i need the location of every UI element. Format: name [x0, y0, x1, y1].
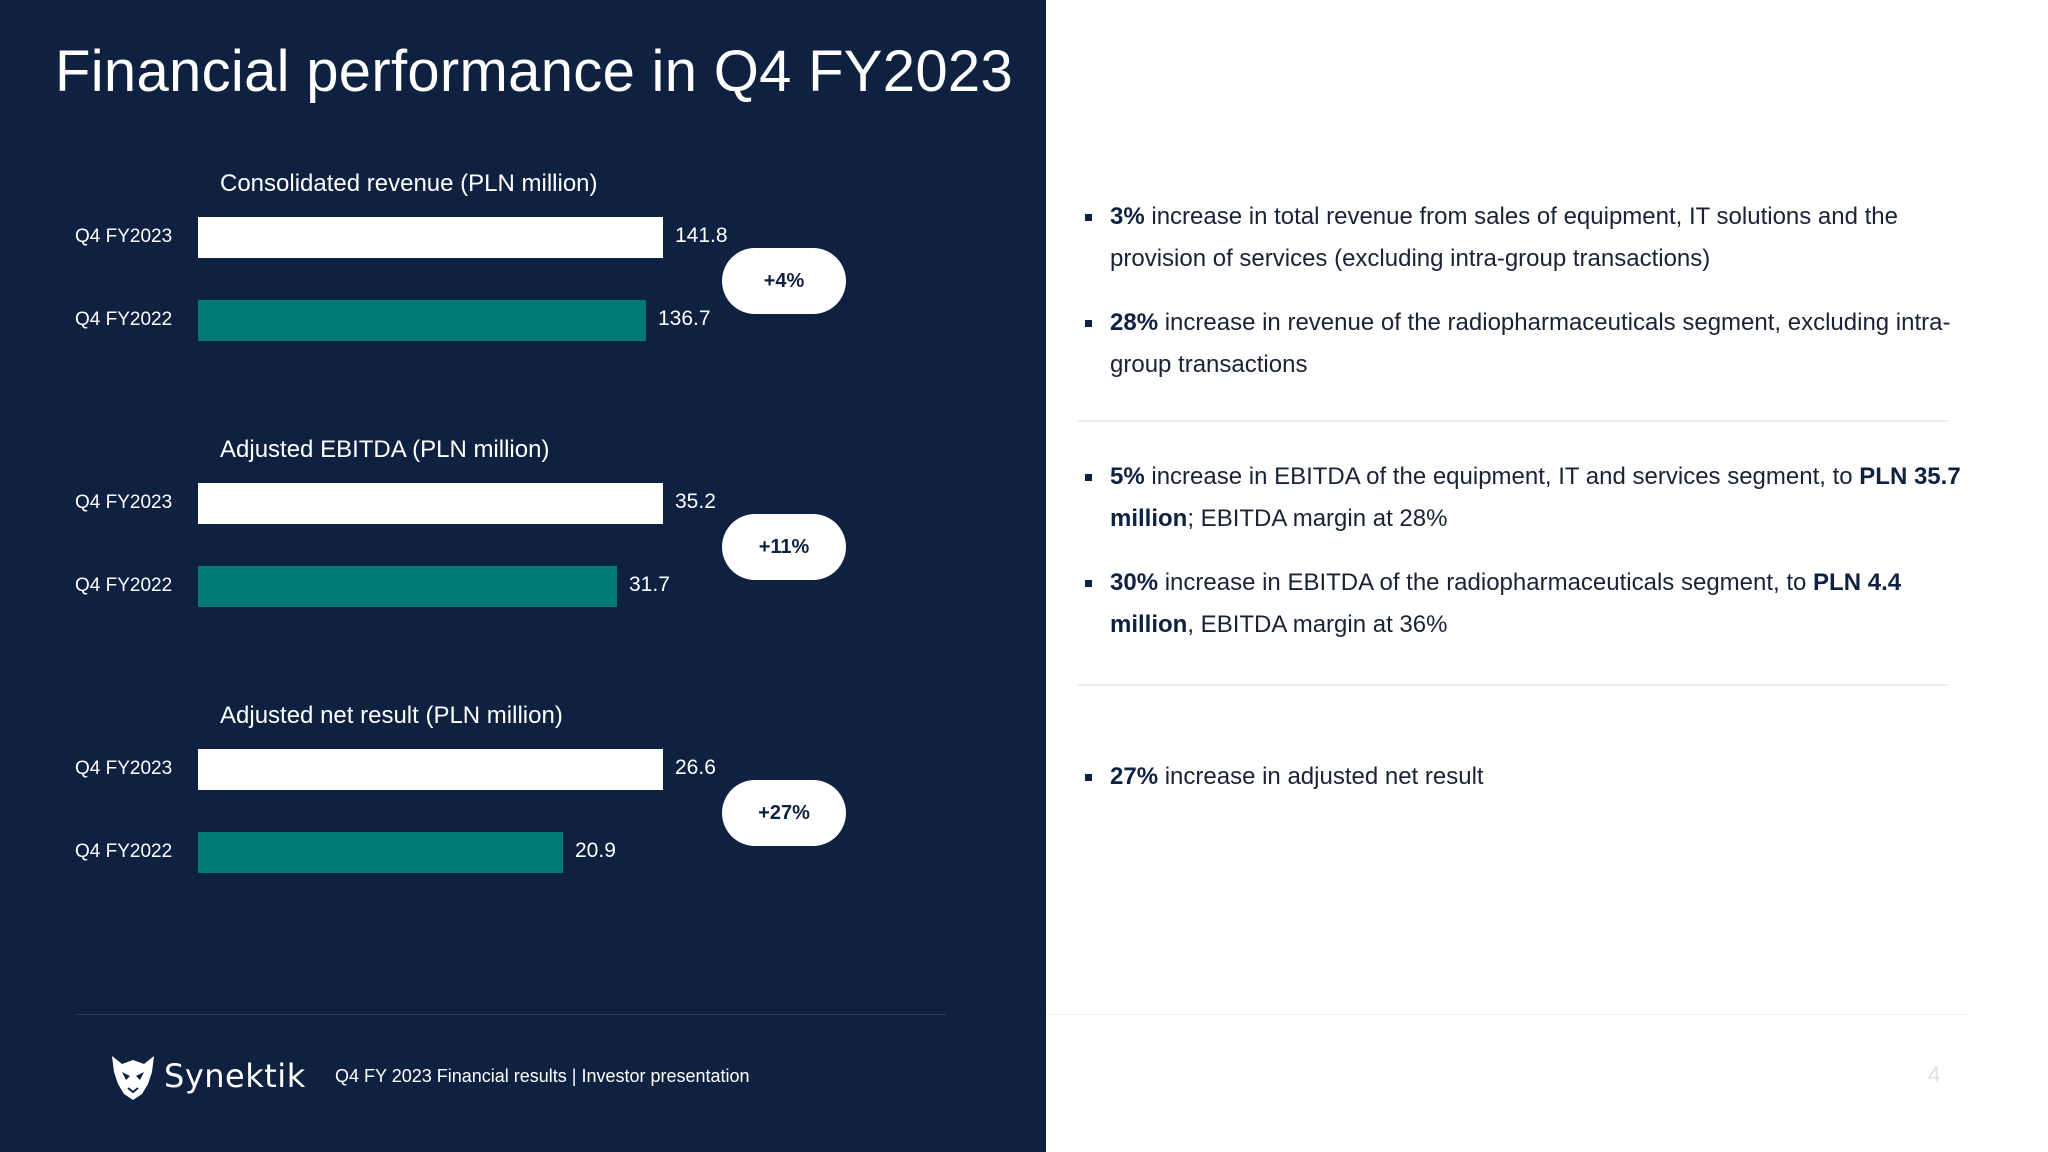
bar-value-label: 136.7	[658, 307, 711, 330]
bar-q4-fy2022	[198, 566, 617, 607]
logo-wordmark: Synektik	[164, 1057, 306, 1095]
bullet-text: increase in adjusted net result	[1158, 763, 1484, 790]
bar-value-label: 35.2	[675, 490, 716, 513]
category-label: Q4 FY2023	[75, 758, 173, 779]
net-result-chart: Adjusted net result (PLN million) Q4 FY2…	[0, 702, 1046, 922]
chart-title: Adjusted EBITDA (PLN million)	[220, 436, 550, 463]
section-divider	[1078, 420, 1948, 422]
footer-divider	[76, 1014, 946, 1015]
bullet-item: 27% increase in adjusted net result	[1080, 756, 1980, 798]
bullet-highlight: 27%	[1110, 763, 1159, 790]
bullet-square-icon	[1085, 474, 1092, 481]
bar-value-label: 20.9	[575, 839, 616, 862]
net-result-bullets: 27% increase in adjusted net result	[1080, 756, 1980, 820]
bullet-text: increase in revenue of the radiopharmace…	[1110, 309, 1951, 378]
lynx-logo-icon	[112, 1056, 154, 1100]
revenue-bullets: 3% increase in total revenue from sales …	[1080, 196, 1980, 408]
chart-title: Adjusted net result (PLN million)	[220, 702, 563, 729]
bar-q4-fy2023	[198, 483, 663, 524]
bullet-square-icon	[1085, 774, 1092, 781]
bullet-highlight: 30%	[1110, 569, 1159, 596]
category-label: Q4 FY2022	[75, 841, 173, 862]
bullet-highlight: 5%	[1110, 463, 1145, 490]
bullet-text: , EBITDA margin at 36%	[1187, 611, 1448, 638]
page-title: Financial performance in Q4 FY2023	[55, 39, 1014, 104]
bullet-item: 28% increase in revenue of the radiophar…	[1080, 302, 1980, 386]
ebitda-chart: Adjusted EBITDA (PLN million) Q4 FY2023 …	[0, 436, 1046, 656]
change-badge: +27%	[722, 780, 846, 846]
section-divider	[1078, 684, 1948, 686]
bullet-square-icon	[1085, 214, 1092, 221]
chart-title: Consolidated revenue (PLN million)	[220, 170, 598, 197]
change-badge: +11%	[722, 514, 846, 580]
bullet-text: increase in total revenue from sales of …	[1110, 203, 1899, 272]
bullet-highlight: 28%	[1110, 309, 1159, 336]
bar-q4-fy2023	[198, 217, 663, 258]
left-panel: Financial performance in Q4 FY2023 Conso…	[0, 0, 1046, 1152]
bar-q4-fy2023	[198, 749, 663, 790]
bullet-text: increase in EBITDA of the equipment, IT …	[1144, 463, 1860, 490]
bar-q4-fy2022	[198, 300, 646, 341]
company-logo: Synektik	[108, 1050, 306, 1102]
category-label: Q4 FY2022	[75, 309, 173, 330]
bullet-square-icon	[1085, 320, 1092, 327]
bar-value-label: 141.8	[675, 224, 728, 247]
category-label: Q4 FY2023	[75, 226, 173, 247]
page-number: 4	[1928, 1062, 1941, 1087]
ebitda-bullets: 5% increase in EBITDA of the equipment, …	[1080, 456, 1980, 668]
bar-q4-fy2022	[198, 832, 563, 873]
footer-divider	[1046, 1014, 1970, 1015]
bar-value-label: 31.7	[629, 573, 670, 596]
bullet-highlight: PLN 35.7 million	[1110, 463, 1961, 532]
bullet-highlight: 3%	[1110, 203, 1145, 230]
change-badge: +4%	[722, 248, 846, 314]
footer-text: Q4 FY 2023 Financial results | Investor …	[335, 1066, 750, 1086]
bullet-item: 30% increase in EBITDA of the radiopharm…	[1080, 562, 1980, 646]
bullet-text: ; EBITDA margin at 28%	[1187, 505, 1448, 532]
revenue-chart: Consolidated revenue (PLN million) Q4 FY…	[0, 170, 1046, 390]
category-label: Q4 FY2022	[75, 575, 173, 596]
bullet-highlight: PLN 4.4 million	[1110, 569, 1902, 638]
bullet-item: 5% increase in EBITDA of the equipment, …	[1080, 456, 1980, 540]
bullet-item: 3% increase in total revenue from sales …	[1080, 196, 1980, 280]
category-label: Q4 FY2023	[75, 492, 173, 513]
bullet-square-icon	[1085, 580, 1092, 587]
bar-value-label: 26.6	[675, 756, 716, 779]
bullet-text: increase in EBITDA of the radiopharmaceu…	[1158, 569, 1814, 596]
